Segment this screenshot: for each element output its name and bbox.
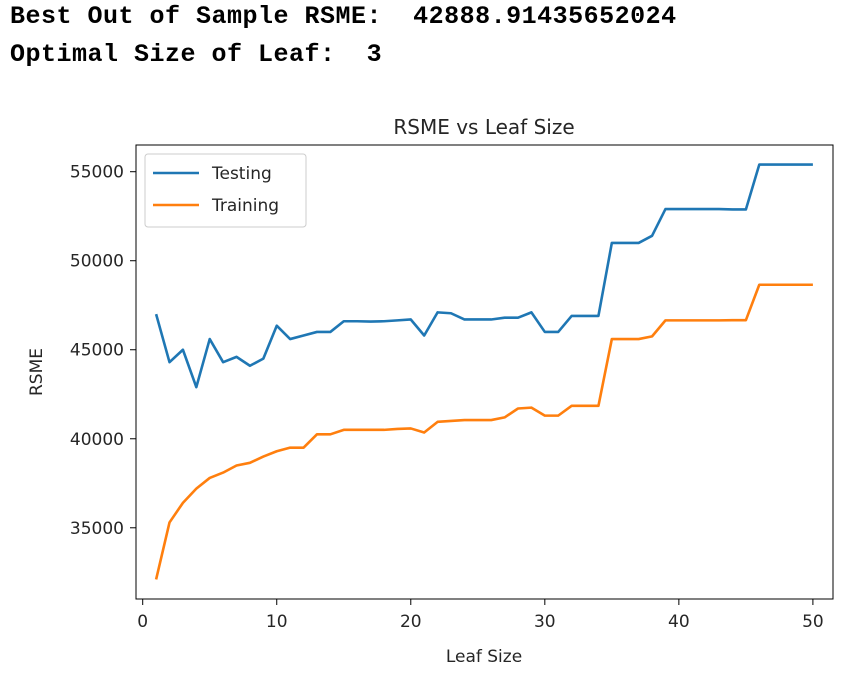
y-tick-label: 55000 (70, 163, 124, 183)
series-line-training (154, 283, 813, 580)
best-rsme-value: 42888.91435652024 (413, 2, 677, 31)
y-tick-label: 35000 (70, 519, 124, 539)
x-tick-label: 30 (534, 612, 556, 632)
x-tick-label: 40 (668, 612, 690, 632)
legend-label-testing: Testing (211, 164, 272, 184)
y-tick-label: 50000 (70, 252, 124, 272)
axis-ticks: 0 10 20 30 40 50 35000 40000 45000 50000 55000 (70, 163, 824, 632)
x-tick-label: 50 (802, 612, 824, 632)
chart-title: RSME vs Leaf Size (393, 115, 574, 139)
series-line-testing (154, 163, 813, 389)
y-tick-label: 40000 (70, 430, 124, 450)
x-tick-label: 10 (266, 612, 288, 632)
x-tick-label: 0 (137, 612, 148, 632)
axes-frame (135, 144, 834, 600)
plot-area (154, 163, 813, 580)
y-axis-label: RSME (27, 348, 47, 396)
optimal-leaf-label: Optimal Size of Leaf: (10, 40, 336, 69)
best-rsme-line: Best Out of Sample RSME: 42888.914356520… (10, 2, 677, 31)
optimal-leaf-line: Optimal Size of Leaf: 3 (10, 40, 382, 69)
legend-label-training: Training (211, 196, 279, 216)
y-tick-label: 45000 (70, 341, 124, 361)
x-axis-label: Leaf Size (446, 647, 522, 667)
best-rsme-label: Best Out of Sample RSME: (10, 2, 383, 31)
x-tick-label: 20 (400, 612, 422, 632)
legend: Testing Training (144, 153, 307, 228)
optimal-leaf-value: 3 (366, 40, 383, 69)
